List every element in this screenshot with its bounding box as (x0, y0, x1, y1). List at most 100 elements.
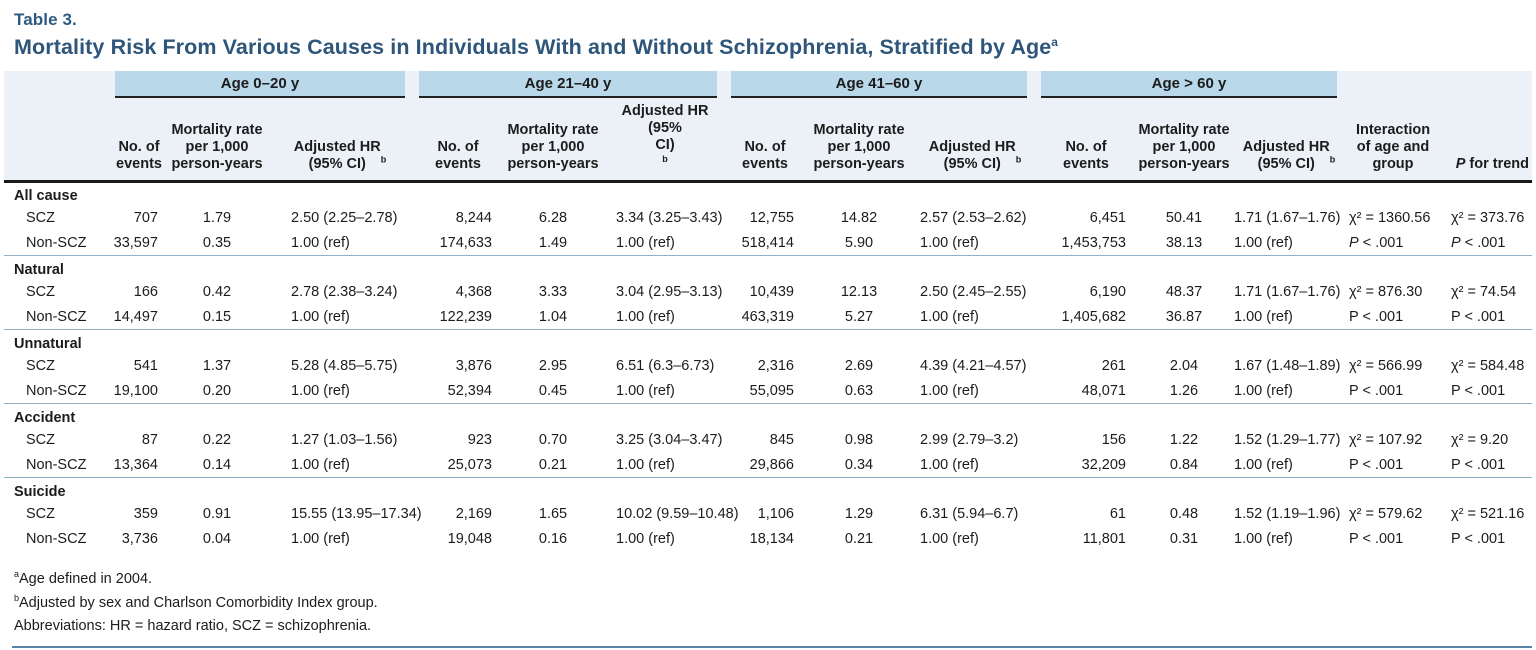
cell-adjusted-hr: 1.00 (ref) (920, 531, 979, 548)
row-label: SCZ (26, 506, 55, 523)
col-header-events-label: No. of events (435, 139, 481, 173)
cell-mortality-rate: 0.21 (538, 457, 568, 474)
cell-mortality-rate: 0.45 (538, 383, 568, 400)
cell-adjusted-hr: 1.67 (1.48–1.89) (1234, 358, 1341, 375)
cell-events: 707 (133, 210, 158, 227)
cell-events: 463,319 (741, 309, 794, 326)
hr-footnote-marker: b (1329, 154, 1336, 165)
table-title: Mortality Risk From Various Causes in In… (4, 35, 1532, 60)
cell-events: 261 (1101, 358, 1126, 375)
col-header-rate: Mortality rate per 1,000 person-years (502, 98, 604, 184)
cell-adjusted-hr: 1.00 (ref) (1234, 235, 1293, 252)
section-header-row: Unnatural (4, 329, 1532, 354)
cell-adjusted-hr: 4.39 (4.21–4.57) (920, 358, 1027, 375)
cell-p-for-trend: P < .001 (1451, 309, 1506, 326)
table-row: Non-SCZ 14,497 0.15 1.00 (ref) 122,239 1.04 1.… (4, 305, 1532, 330)
cell-interaction: χ² = 579.62 (1349, 506, 1423, 523)
cell-mortality-rate: 2.95 (538, 358, 568, 375)
col-header-rate: Mortality rate per 1,000 person-years (1136, 98, 1232, 184)
cell-mortality-rate: 0.20 (202, 383, 232, 400)
age-group-header-cell: Age 0–20 y (110, 71, 414, 99)
row-label: SCZ (26, 432, 55, 449)
col-header-rate-label: Mortality rate per 1,000 person-years (507, 122, 599, 173)
cell-events: 19,100 (113, 383, 158, 400)
section-header-row: Suicide (4, 477, 1532, 502)
col-header-events: No. of events (1036, 98, 1136, 184)
cell-events: 174,633 (439, 235, 492, 252)
cell-events: 518,414 (741, 235, 794, 252)
cell-mortality-rate: 0.70 (538, 432, 568, 449)
cell-events: 19,048 (447, 531, 492, 548)
cell-adjusted-hr: 1.00 (ref) (616, 457, 675, 474)
cell-mortality-rate: 0.31 (1169, 531, 1199, 548)
cell-events: 18,134 (749, 531, 794, 548)
cell-mortality-rate: 0.63 (844, 383, 874, 400)
col-header-events: No. of events (726, 98, 804, 184)
table-row: Non-SCZ 19,100 0.20 1.00 (ref) 52,394 0.45 1.0… (4, 379, 1532, 404)
col-header-events-label: No. of events (116, 139, 162, 173)
cell-adjusted-hr: 1.71 (1.67–1.76) (1234, 210, 1341, 227)
cell-mortality-rate: 0.15 (202, 309, 232, 326)
table-header: Age 0–20 y Age 21–40 y Age 41–60 y Age >… (4, 71, 1532, 184)
cell-p-for-trend: P < .001 (1451, 457, 1506, 474)
table-title-text: Mortality Risk From Various Causes in In… (14, 35, 1052, 60)
cell-adjusted-hr: 1.00 (ref) (291, 383, 350, 400)
cell-events: 11,801 (1082, 531, 1126, 548)
cell-events: 12,755 (749, 210, 794, 227)
table-row: Non-SCZ 3,736 0.04 1.00 (ref) 19,048 0.16 1.00… (4, 527, 1532, 552)
cell-adjusted-hr: 2.50 (2.45–2.55) (920, 284, 1027, 301)
section-header-row: Accident (4, 403, 1532, 428)
table-title-footnote-marker: a (1051, 35, 1059, 49)
cell-events: 48,071 (1081, 383, 1126, 400)
cell-mortality-rate: 0.14 (202, 457, 232, 474)
cell-events: 32,209 (1081, 457, 1126, 474)
col-header-rate-label: Mortality rate per 1,000 person-years (1138, 122, 1230, 173)
row-label: SCZ (26, 358, 55, 375)
table-body: All cause SCZ 707 1.79 2.50 (2.25–2.78) 8,244… (4, 182, 1532, 552)
hr-footnote-marker: b (380, 154, 387, 165)
footnote-text: Age defined in 2004. (19, 570, 153, 587)
row-label: Non-SCZ (26, 531, 87, 548)
col-header-events: No. of events (414, 98, 502, 184)
col-header-p-for-trend: P for trend (1440, 98, 1532, 184)
cell-adjusted-hr: 1.00 (ref) (920, 383, 979, 400)
section-label: Unnatural (4, 329, 1532, 354)
table-row: SCZ 541 1.37 5.28 (4.85–5.75) 3,876 2.95 6.51 … (4, 354, 1532, 379)
bottom-rule (12, 646, 1532, 649)
blank-header-cell (1346, 71, 1440, 98)
blank-header-cell (1440, 71, 1532, 98)
section-header-row: All cause (4, 182, 1532, 206)
col-header-hr: Adjusted HR (95% CI)b (266, 98, 414, 184)
row-label: SCZ (26, 210, 55, 227)
age-group-header-row: Age 0–20 y Age 21–40 y Age 41–60 y Age >… (4, 71, 1532, 99)
row-label: SCZ (26, 284, 55, 301)
footnotes: aAge defined in 2004. bAdjusted by sex a… (14, 567, 1532, 638)
col-header-hr: Adjusted HR (95% CI)b (1232, 98, 1346, 184)
age-group-header-cell: Age 21–40 y (414, 71, 726, 99)
cell-adjusted-hr: 1.00 (ref) (920, 235, 979, 252)
cell-mortality-rate: 0.04 (202, 531, 232, 548)
age-band-over-60: Age > 60 y (1041, 71, 1337, 99)
cell-events: 4,368 (455, 284, 492, 301)
cell-interaction: χ² = 566.99 (1349, 358, 1423, 375)
cell-adjusted-hr: 3.04 (2.95–3.13) (616, 284, 723, 301)
age-group-header-cell: Age > 60 y (1036, 71, 1346, 99)
cell-events: 122,239 (439, 309, 492, 326)
cell-p-for-trend: χ² = 373.76 (1451, 210, 1525, 227)
cell-events: 33,597 (113, 235, 158, 252)
cell-interaction: P < .001 (1349, 309, 1404, 326)
section-header-row: Natural (4, 255, 1532, 280)
cell-adjusted-hr: 1.00 (ref) (291, 309, 350, 326)
cell-mortality-rate: 0.34 (844, 457, 874, 474)
cell-events: 845 (769, 432, 794, 449)
cell-mortality-rate: 2.04 (1169, 358, 1199, 375)
age-group-header-cell: Age 41–60 y (726, 71, 1036, 99)
cell-mortality-rate: 12.13 (840, 284, 878, 301)
row-label: Non-SCZ (26, 383, 87, 400)
cell-adjusted-hr: 1.00 (ref) (616, 531, 675, 548)
cell-mortality-rate: 0.16 (538, 531, 568, 548)
cell-adjusted-hr: 1.00 (ref) (920, 309, 979, 326)
cell-events: 923 (467, 432, 492, 449)
row-label: Non-SCZ (26, 235, 87, 252)
cell-events: 3,736 (121, 531, 158, 548)
